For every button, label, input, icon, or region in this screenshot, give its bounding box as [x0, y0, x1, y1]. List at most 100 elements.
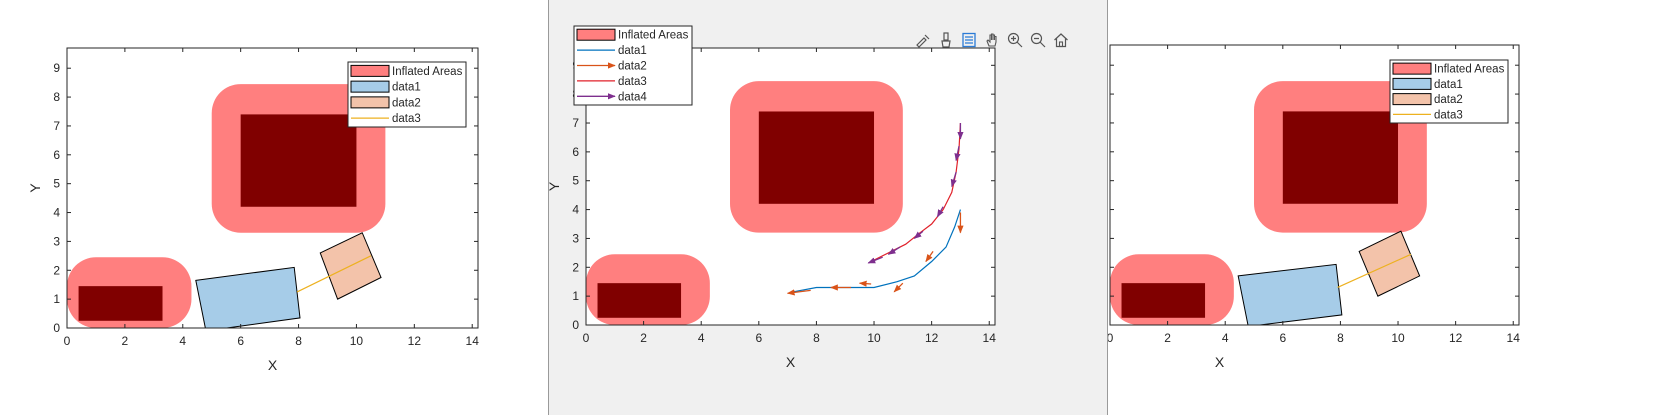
legend-label: data2: [1434, 94, 1463, 106]
x-tick-label: 14: [1507, 331, 1521, 345]
y-tick-label: 6: [53, 148, 60, 162]
x-axis-label: X: [268, 357, 278, 373]
x-tick-label: 4: [179, 334, 186, 348]
legend-swatch: [350, 80, 390, 93]
legend-swatch: [576, 28, 616, 41]
y-tick-label: 4: [53, 206, 60, 220]
legend-label: Inflated Areas: [1434, 64, 1505, 76]
x-tick-label: 0: [64, 334, 71, 348]
legend-swatch: [350, 64, 390, 77]
data1-vehicle-shape: [195, 266, 301, 328]
y-tick-label: 7: [53, 119, 60, 133]
x-axis-label: X: [786, 354, 796, 370]
y-tick-label: 3: [572, 231, 579, 245]
legend-label: data3: [392, 113, 421, 125]
data4-arrow: [913, 230, 924, 239]
x-tick-label: 14: [983, 331, 997, 345]
x-tick-label: 6: [237, 334, 244, 348]
data3-hitch-line: [296, 255, 372, 293]
data1-vehicle-shape: [1237, 263, 1343, 325]
data2-arrow: [893, 282, 904, 293]
x-tick-label: 6: [1279, 331, 1286, 345]
y-tick-label: 3: [53, 234, 60, 248]
home-icon[interactable]: [1051, 30, 1071, 50]
data1-line: [793, 209, 962, 293]
data4-arrow: [887, 246, 901, 255]
legend-label: data2: [618, 61, 647, 73]
y-tick-label: 1: [53, 292, 60, 306]
x-tick-label: 0: [583, 331, 590, 345]
figure-panel-left: 0 2 4 6 8 10 12 14 0 1 2 3 4 5 6 7 8 9 X Y Inflated Areas dat…: [0, 0, 548, 415]
x-tick-label: 2: [1164, 331, 1171, 345]
y-tick-label: 2: [572, 260, 579, 274]
legend-swatch: [1392, 93, 1432, 106]
obstacle: [78, 286, 163, 321]
y-tick-label: 2: [53, 263, 60, 277]
obstacle: [240, 114, 357, 207]
y-tick-label: 1: [572, 289, 579, 303]
y-tick-label: 7: [572, 116, 579, 130]
x-tick-label: 12: [1449, 331, 1463, 345]
legend[interactable]: Inflated Areas data1 data2 data3: [1389, 59, 1509, 124]
chart-right: 0 2 4 6 8 10 12 14 X Inflated Areas data1 data2 data…: [1108, 44, 1521, 370]
x-tick-label: 8: [295, 334, 302, 348]
zoom-in-icon[interactable]: [1005, 30, 1025, 50]
legend-swatch: [1392, 62, 1432, 75]
axes-box: [585, 47, 996, 326]
x-tick-label: 14: [466, 334, 480, 348]
legend[interactable]: Inflated Areas data1 data2 data3: [347, 61, 467, 128]
y-axis-label: Y: [27, 183, 43, 193]
data2-arrow: [786, 289, 811, 296]
legend-label: data3: [1434, 109, 1463, 121]
x-tick-label: 2: [122, 334, 129, 348]
y-tick-label: 5: [53, 177, 60, 191]
legend-toggle-icon[interactable]: [959, 30, 979, 50]
x-tick-label: 10: [867, 331, 881, 345]
legend-swatch: [1392, 77, 1432, 90]
x-tick-label: 4: [1222, 331, 1229, 345]
legend-label: Inflated Areas: [392, 66, 463, 78]
axes-box: [66, 47, 479, 329]
legend-label: data1: [1434, 79, 1463, 91]
legend-label: data4: [618, 91, 647, 103]
axes-toolbar: [913, 30, 1071, 50]
axes-box: [1109, 44, 1520, 326]
y-tick-label: 0: [572, 318, 579, 332]
x-tick-label: 10: [1391, 331, 1405, 345]
pan-hand-icon[interactable]: [982, 30, 1002, 50]
legend-label: data2: [392, 97, 421, 109]
legend-label: Inflated Areas: [618, 30, 689, 42]
data4-arrow: [950, 171, 957, 188]
data4-arrow: [954, 145, 961, 162]
data4-arrow: [936, 206, 944, 218]
brush-icon[interactable]: [936, 30, 956, 50]
obstacle: [597, 283, 682, 318]
y-tick-label: 9: [53, 61, 60, 75]
x-tick-label: 2: [640, 331, 647, 345]
y-tick-label: 5: [572, 174, 579, 188]
zoom-out-icon[interactable]: [1028, 30, 1048, 50]
obstacle: [1282, 111, 1399, 204]
x-axis-label: X: [1215, 354, 1225, 370]
obstacle: [1121, 283, 1206, 318]
x-tick-label: 12: [925, 331, 939, 345]
data4-arrow: [867, 256, 883, 264]
data2-arrow: [858, 280, 872, 287]
x-tick-label: 8: [813, 331, 820, 345]
y-tick-label: 0: [53, 321, 60, 335]
data2-arrow: [925, 251, 934, 263]
y-tick-label: 6: [572, 145, 579, 159]
legend-label: data1: [618, 45, 647, 57]
y-tick-label: 4: [572, 203, 579, 217]
legend-label: data3: [618, 76, 647, 88]
legend-label: data1: [392, 82, 421, 94]
data-tips-icon[interactable]: [913, 30, 933, 50]
x-tick-label: 6: [755, 331, 762, 345]
right-chart-y-axis-labels: [1050, 0, 1110, 415]
legend[interactable]: Inflated Areas data1 data2 data3 data4: [573, 25, 693, 106]
y-axis-label: Y: [549, 181, 562, 191]
obstacle: [758, 111, 875, 204]
